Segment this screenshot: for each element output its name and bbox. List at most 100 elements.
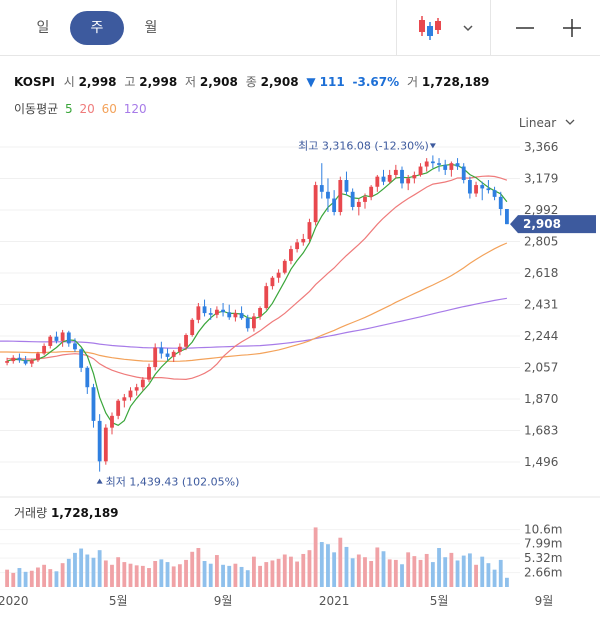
price-tick-label: 3,366: [524, 140, 558, 154]
volume-bar: [153, 561, 158, 587]
open-label: 시: [63, 75, 75, 89]
chart-type-button[interactable]: [410, 10, 486, 46]
price-tick-label: 2,805: [524, 235, 558, 249]
ma-legend: 이동평균 5 20 60 120: [14, 100, 150, 117]
candle-body: [110, 415, 114, 428]
volume-bar: [208, 563, 213, 587]
candle-body: [196, 306, 201, 320]
candle-body: [171, 351, 176, 357]
volume-bar: [202, 561, 207, 587]
candle-body: [505, 208, 509, 225]
scale-mode-button[interactable]: Linear: [519, 116, 576, 130]
candle-body: [165, 353, 170, 357]
volume-bar: [461, 555, 466, 587]
candle-body: [270, 277, 275, 287]
candle-body: [214, 309, 219, 315]
low-marker-icon: [96, 478, 103, 484]
candle-body: [122, 397, 127, 401]
ma-5-line: [6, 163, 508, 426]
volume-bar: [480, 556, 485, 587]
candle-body: [252, 316, 256, 329]
candle-body: [424, 161, 429, 167]
candle-body: [430, 161, 435, 164]
volume-bar: [443, 557, 448, 587]
volume-bar: [332, 552, 337, 587]
volume-bar: [245, 570, 250, 587]
candle-body: [258, 308, 262, 317]
volume-bar: [184, 559, 188, 587]
volume-bar: [116, 557, 121, 587]
change-arrow: ▼: [306, 75, 316, 89]
candle-body: [66, 332, 71, 344]
volume-bar: [214, 555, 219, 587]
candle-body: [455, 163, 460, 167]
candle-body: [239, 313, 244, 319]
candle-body: [307, 222, 312, 239]
volume-bar: [319, 542, 324, 587]
price-tick-label: 2,431: [524, 298, 558, 312]
volume-bar: [295, 561, 300, 587]
candle-body: [140, 379, 145, 388]
volume-bar: [492, 569, 497, 587]
tab-daily[interactable]: 일: [36, 20, 50, 36]
volume-bar: [233, 563, 238, 587]
volume-bar: [110, 564, 114, 587]
candle-body: [11, 357, 16, 362]
candle-body: [227, 312, 232, 318]
volume-tick-label: 2.66m: [524, 566, 562, 580]
candle-body: [153, 347, 158, 367]
candle-body: [449, 163, 454, 170]
chevron-down-icon: [565, 119, 575, 125]
candle-body: [159, 347, 164, 354]
ma-legend-label: 이동평균: [14, 102, 59, 116]
volume-bar: [128, 563, 133, 587]
quote-line: KOSPI 시 2,998 고 2,998 저 2,908 종 2,908 ▼ 1…: [14, 73, 493, 90]
candle-body: [184, 334, 188, 347]
candle-body: [406, 178, 411, 184]
tab-monthly[interactable]: 월: [144, 20, 158, 36]
candle-body: [467, 180, 472, 194]
candle-body: [208, 313, 213, 315]
volume-bar: [381, 551, 386, 587]
high-marker-icon: [429, 143, 436, 149]
change-percent: -3.67%: [352, 75, 400, 89]
toolbar-divider: [490, 0, 491, 56]
volume-bar: [449, 552, 454, 587]
volume-bar: [140, 565, 145, 587]
candle-body: [332, 198, 337, 213]
volume-bar: [369, 561, 374, 587]
volume-bar: [430, 562, 435, 587]
volume-bar: [177, 564, 182, 587]
volume-bar: [221, 564, 225, 587]
open-value: 2,998: [78, 75, 117, 89]
current-price-tag: [510, 215, 596, 234]
annotations: 최고 3,316.08 (-12.30%) 최저 1,439.43 (102.05…: [96, 139, 596, 489]
volume-bar: [474, 564, 478, 587]
ma-120-label: 120: [123, 102, 147, 116]
zoom-in-button[interactable]: [552, 10, 592, 46]
tab-weekly[interactable]: 주: [70, 11, 124, 45]
candle-body: [356, 201, 361, 207]
candle-body: [437, 163, 441, 165]
candle-body: [147, 366, 151, 380]
time-tick-label: 9월: [214, 594, 233, 608]
candle-body: [73, 343, 77, 350]
volume-bar: [103, 560, 108, 587]
volume-bar: [289, 556, 293, 587]
volume-bar: [239, 566, 244, 587]
candlestick-icon: [419, 16, 441, 40]
candle-body: [400, 169, 404, 184]
candle-body: [5, 361, 9, 363]
change-value: 111: [319, 75, 345, 89]
volume-bar: [48, 569, 53, 587]
volume-bar: [307, 550, 312, 587]
zoom-out-button[interactable]: [505, 10, 545, 46]
low-value: 2,908: [199, 75, 238, 89]
ma-20-line: [7, 175, 508, 381]
ma-60-label: 60: [101, 102, 117, 116]
candle-body: [29, 360, 34, 364]
volume-bar: [147, 568, 151, 587]
candle-body: [393, 169, 398, 175]
